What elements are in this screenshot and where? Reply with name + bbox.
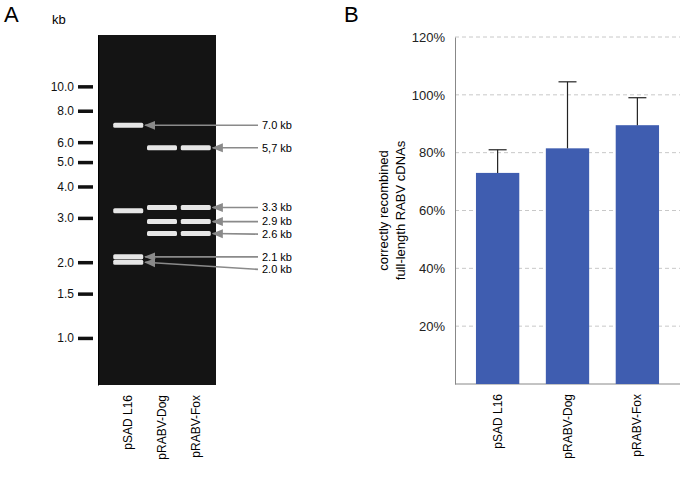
- bar: [616, 125, 659, 384]
- band: [181, 205, 211, 210]
- tick-mark: [78, 109, 93, 113]
- tick: 6.0: [57, 136, 93, 150]
- error-bar: [489, 150, 507, 173]
- grid-line: [455, 37, 680, 38]
- axis-title: full-length RABV cDNAs: [393, 140, 408, 280]
- tick-label: 60%: [419, 203, 445, 218]
- tick: 1.0: [57, 331, 93, 345]
- band: [147, 231, 177, 236]
- annotation-label: 3.3 kb: [262, 201, 292, 213]
- annotation-arrow: [213, 207, 258, 209]
- band: [181, 145, 211, 150]
- bar: [546, 148, 589, 384]
- band: [147, 205, 177, 210]
- annotation-label: 5,7 kb: [262, 142, 292, 154]
- tick: 4.0: [57, 180, 93, 194]
- tick: 100%: [412, 87, 455, 102]
- tick: 80%: [419, 145, 455, 160]
- bars: [476, 82, 659, 384]
- annotation-label: 2.1 kb: [262, 251, 292, 263]
- category-label: pSAD L16: [491, 394, 505, 449]
- tick-label: 1.5: [57, 287, 74, 301]
- tick-label: 100%: [412, 87, 446, 102]
- bar: [476, 173, 519, 384]
- tick: 3.0: [57, 211, 93, 225]
- tick-label: 1.0: [57, 331, 74, 345]
- annotation-arrow: [213, 233, 258, 235]
- tick: 40%: [419, 261, 455, 276]
- annotation-label: 2.6 kb: [262, 228, 292, 240]
- annotation-arrow: [145, 125, 258, 127]
- band: [113, 208, 143, 213]
- tick-mark: [78, 161, 93, 165]
- annotation-arrow: [213, 147, 258, 149]
- error-bar-cap: [489, 149, 507, 150]
- lane-label: pRABV-Fox: [189, 395, 203, 458]
- tick-mark: [78, 337, 93, 341]
- tick-mark: [78, 261, 93, 265]
- tick-mark: [78, 292, 93, 296]
- axis-title: correctly recombined: [376, 150, 391, 271]
- tick-mark: [78, 185, 93, 189]
- band: [113, 254, 143, 259]
- figure: Akb 1.0 1.5 2.0 3.0 4.0 5.0 6.0 8.0 10.0 pSAD L16 p…: [0, 0, 685, 493]
- band: [181, 219, 211, 224]
- tick: 20%: [419, 319, 455, 334]
- error-bar-cap: [628, 97, 646, 98]
- panel-label: A: [4, 2, 19, 27]
- error-bar-stem: [497, 150, 498, 173]
- tick-mark: [78, 85, 93, 89]
- gel-panel: Akb 1.0 1.5 2.0 3.0 4.0 5.0 6.0 8.0 10.0 pSAD L16 p…: [4, 2, 292, 460]
- tick-label: 20%: [419, 319, 445, 334]
- tick-label: 4.0: [57, 180, 74, 194]
- lane-label: pSAD L16: [121, 395, 135, 450]
- tick-label: 120%: [412, 30, 446, 45]
- tick-label: 6.0: [57, 136, 74, 150]
- axis-line: [98, 36, 99, 386]
- error-bar: [559, 82, 577, 149]
- bar-panel: B 20% 40% 60% 80% 100% 120% correctly recombine…: [344, 2, 680, 459]
- annotation-arrow: [213, 221, 258, 223]
- tick-label: 5.0: [57, 155, 74, 169]
- band: [181, 231, 211, 236]
- y-axis: 20% 40% 60% 80% 100% 120%: [412, 30, 456, 385]
- tick-label: 10.0: [51, 80, 75, 94]
- tick-mark: [78, 141, 93, 145]
- category-label: pRABV-Dog: [561, 394, 575, 459]
- annotation-arrow: [145, 256, 258, 258]
- annotation-label: 2.0 kb: [262, 263, 292, 275]
- tick: 8.0: [57, 104, 93, 118]
- panel-label: B: [344, 2, 359, 27]
- tick-label: 2.0: [57, 256, 74, 270]
- band: [113, 260, 143, 265]
- tick: 10.0: [51, 80, 93, 94]
- y-axis: 1.0 1.5 2.0 3.0 4.0 5.0 6.0 8.0 10.0: [51, 36, 99, 386]
- lane-label: pRABV-Dog: [155, 395, 169, 460]
- tick-label: 80%: [419, 145, 445, 160]
- error-bar-cap: [559, 81, 577, 82]
- error-bar: [628, 98, 646, 125]
- axis-title: kb: [52, 12, 66, 27]
- tick: 120%: [412, 30, 455, 45]
- tick: 5.0: [57, 155, 93, 169]
- band: [147, 145, 177, 150]
- band: [147, 219, 177, 224]
- annotation-label: 2.9 kb: [262, 215, 292, 227]
- error-bar-stem: [637, 98, 638, 125]
- gel-background: [98, 35, 216, 385]
- category-label: pRABV-Fox: [630, 394, 644, 457]
- annotation-label: 7.0 kb: [262, 119, 292, 131]
- tick: 2.0: [57, 256, 93, 270]
- tick: 1.5: [57, 287, 93, 301]
- tick-label: 40%: [419, 261, 445, 276]
- tick-mark: [78, 217, 93, 221]
- bands: [113, 123, 211, 265]
- annotation-arrow: [145, 262, 258, 269]
- tick-label: 8.0: [57, 104, 74, 118]
- tick-label: 3.0: [57, 211, 74, 225]
- tick: 60%: [419, 203, 455, 218]
- axis-line: [455, 38, 456, 385]
- band: [113, 123, 143, 128]
- error-bar-stem: [567, 82, 568, 149]
